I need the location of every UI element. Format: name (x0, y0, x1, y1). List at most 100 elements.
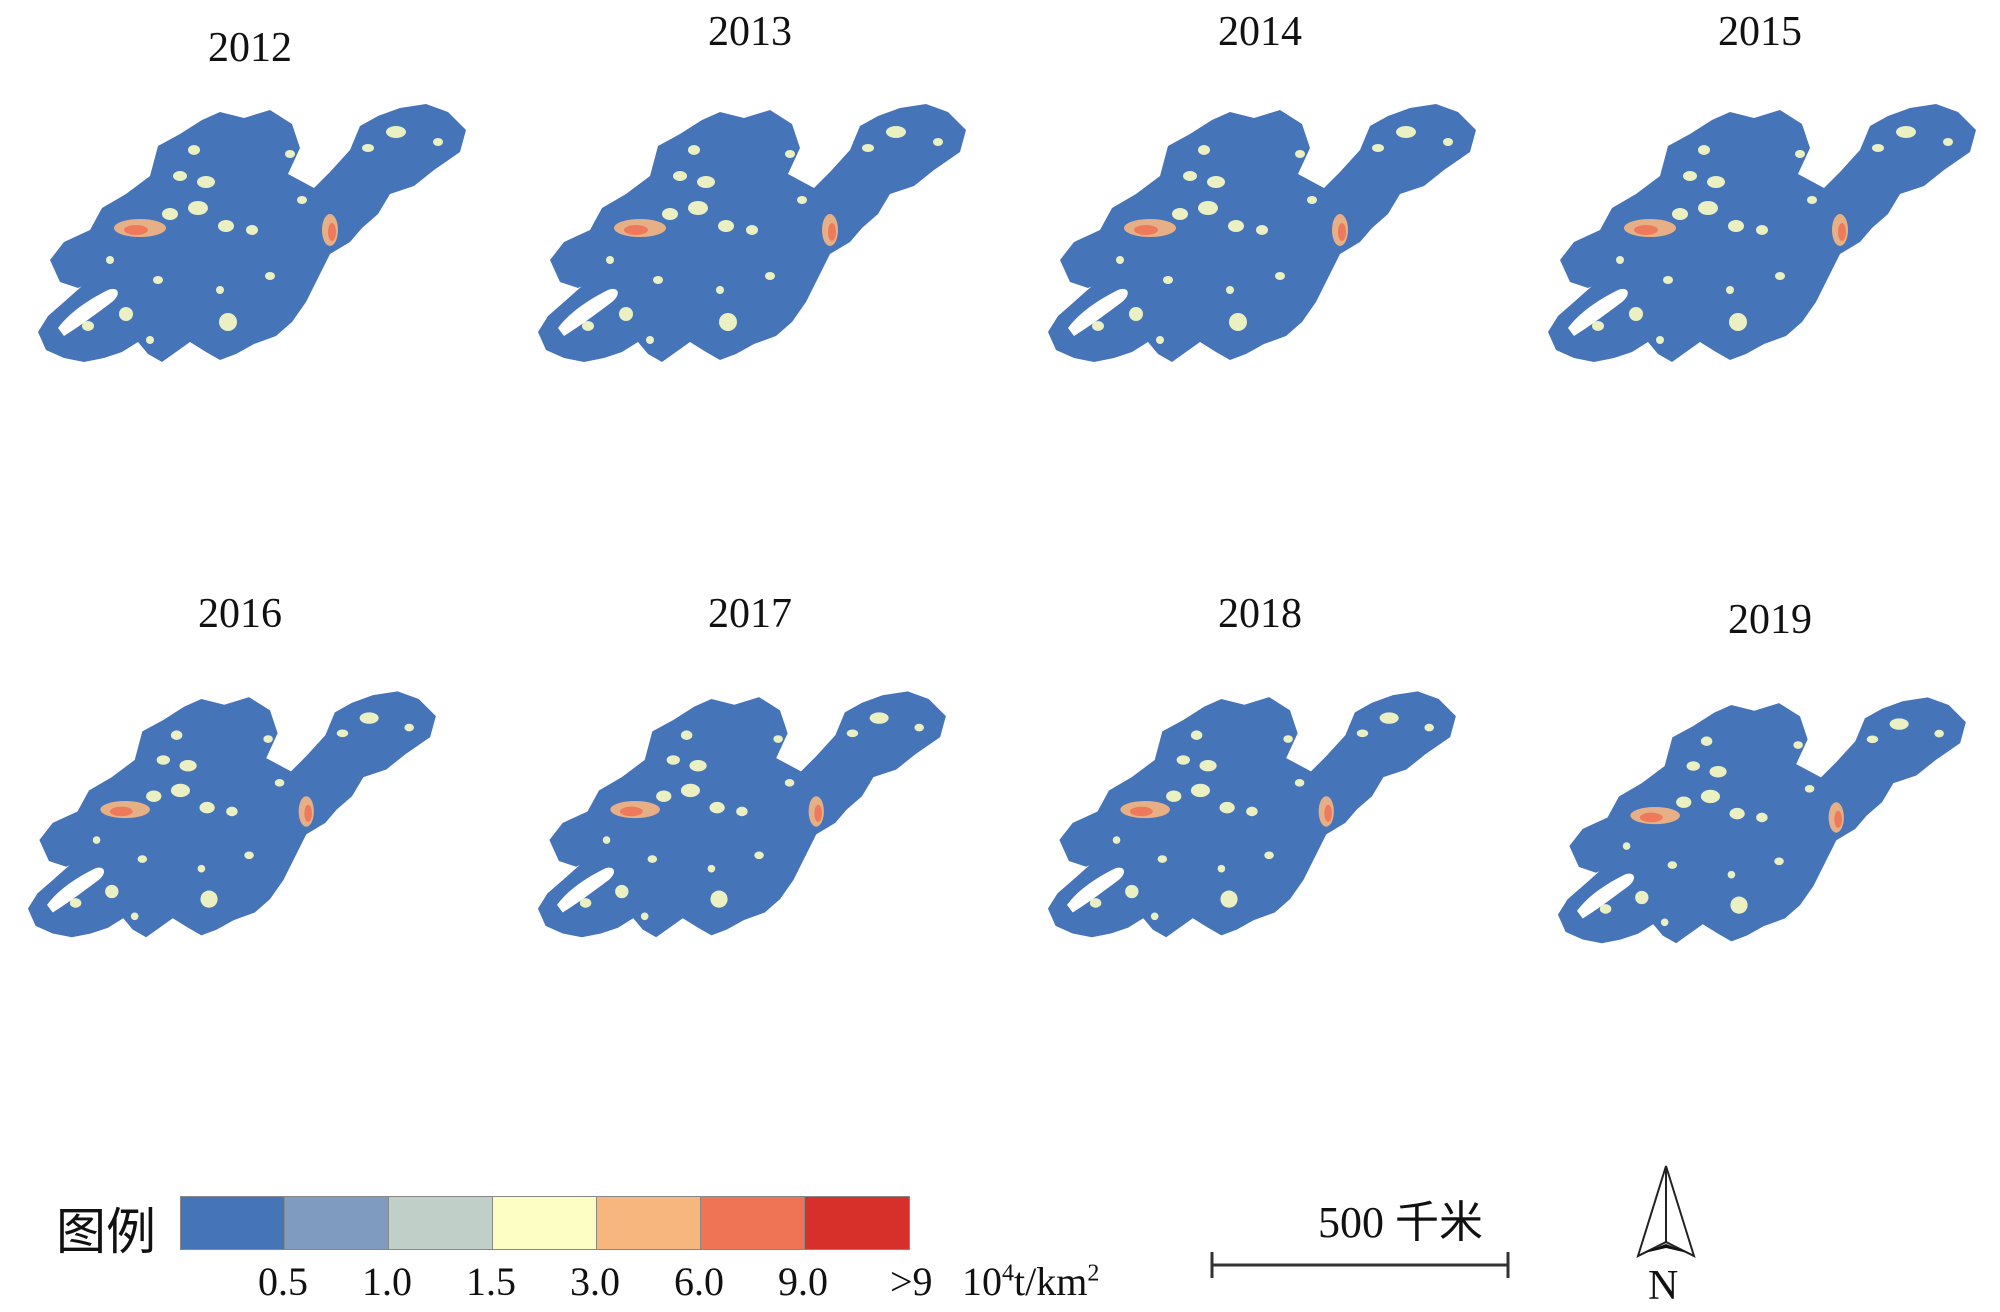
hotspot (336, 729, 349, 738)
hotspot (162, 208, 178, 220)
lake-shape (1577, 873, 1634, 919)
hotspot (124, 225, 148, 235)
hotspot (656, 790, 672, 802)
hotspot (1700, 789, 1720, 804)
hotspot (274, 779, 285, 787)
hotspot (754, 851, 764, 860)
hotspot (697, 176, 715, 188)
hotspot (197, 864, 206, 873)
hotspot (1166, 790, 1182, 802)
hotspot (1622, 842, 1631, 850)
legend-tick: 1.5 (466, 1259, 516, 1304)
hotspot (1275, 272, 1285, 280)
hotspot (1834, 810, 1842, 828)
hotspot (1838, 223, 1846, 241)
hotspot (106, 256, 114, 264)
hotspot (689, 759, 707, 772)
hotspot (1775, 272, 1785, 280)
hotspot (673, 171, 687, 181)
hotspot (1156, 336, 1164, 344)
legend-title: 图例 (56, 1203, 156, 1261)
legend-tick: 1.0 (362, 1259, 412, 1304)
lake-shape (47, 867, 104, 913)
hotspot (1112, 836, 1121, 844)
hotspot (1190, 730, 1203, 740)
hotspot (1338, 223, 1346, 241)
hotspot (200, 890, 218, 908)
hotspot (1443, 138, 1453, 146)
legend-tick: >9 (890, 1259, 933, 1304)
legend-swatch (701, 1197, 805, 1249)
hotspot (709, 801, 725, 814)
hotspot (1707, 176, 1725, 188)
hotspot (719, 313, 737, 331)
region-map (537, 691, 946, 938)
hotspot (1709, 765, 1727, 778)
hotspot (1199, 759, 1217, 772)
hotspot (1198, 201, 1218, 215)
hotspot (1229, 313, 1247, 331)
hotspot (1372, 144, 1384, 152)
hotspot (304, 804, 312, 822)
map-panel-2016: 2016 (20, 590, 460, 950)
hotspot (1727, 870, 1736, 879)
hotspot (1396, 126, 1416, 138)
hotspot (1092, 321, 1104, 331)
hotspot (199, 801, 215, 814)
hotspot (1264, 851, 1274, 860)
hotspot (1629, 307, 1643, 321)
hotspot (1256, 225, 1268, 235)
hotspot (797, 196, 807, 204)
hotspot (1424, 723, 1434, 732)
map-panel-2014: 2014 (1040, 8, 1480, 368)
legend-tick: 3.0 (570, 1259, 620, 1304)
hotspot (582, 321, 594, 331)
hotspot (1307, 196, 1317, 204)
region-map (1548, 104, 1976, 362)
hotspot (1228, 220, 1244, 232)
north-label: N (1648, 1263, 1679, 1309)
hotspot (784, 779, 795, 787)
hotspot (1639, 812, 1663, 823)
map-panel-2017: 2017 (530, 590, 970, 950)
scale-label: 500 千米 (1318, 1198, 1483, 1247)
hotspot (680, 730, 693, 740)
north-arrow-icon (1636, 1165, 1696, 1258)
hotspot (579, 898, 592, 908)
hotspot (404, 723, 414, 732)
hotspot (1660, 918, 1669, 927)
hotspot (814, 804, 822, 822)
hotspot (1129, 307, 1143, 321)
hotspot (688, 145, 700, 155)
map-year-title: 2014 (1218, 9, 1302, 55)
hotspot (1219, 801, 1235, 814)
hotspot (1592, 321, 1604, 331)
hotspot (646, 336, 654, 344)
map-year-title: 2016 (198, 591, 282, 637)
hotspot (1134, 225, 1158, 235)
hotspot (1793, 741, 1803, 749)
hotspot (433, 138, 443, 146)
hotspot (1116, 256, 1124, 264)
hotspot (1700, 736, 1713, 746)
hotspot (785, 150, 795, 158)
map-year-title: 2018 (1218, 591, 1302, 637)
hotspot (146, 790, 162, 802)
lake-shape (1068, 288, 1128, 336)
hotspot (285, 150, 295, 158)
hotspot (1246, 806, 1258, 817)
hotspot (1125, 884, 1139, 899)
hotspot (736, 806, 748, 817)
hotspot (1616, 256, 1624, 264)
hotspot (1683, 171, 1697, 181)
hotspot (1943, 138, 1953, 146)
hotspot (718, 220, 734, 232)
hotspot (1807, 196, 1817, 204)
legend-tick: 0.5 (258, 1259, 308, 1304)
hotspot (226, 806, 238, 817)
hotspot (688, 201, 708, 215)
hotspot (197, 176, 215, 188)
hotspot (1220, 890, 1238, 908)
map-year-title: 2015 (1718, 9, 1802, 55)
hotspot (1207, 176, 1225, 188)
